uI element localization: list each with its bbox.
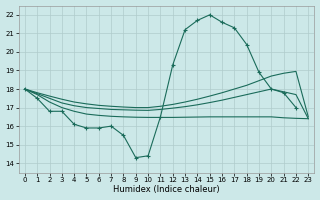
X-axis label: Humidex (Indice chaleur): Humidex (Indice chaleur) <box>113 185 220 194</box>
